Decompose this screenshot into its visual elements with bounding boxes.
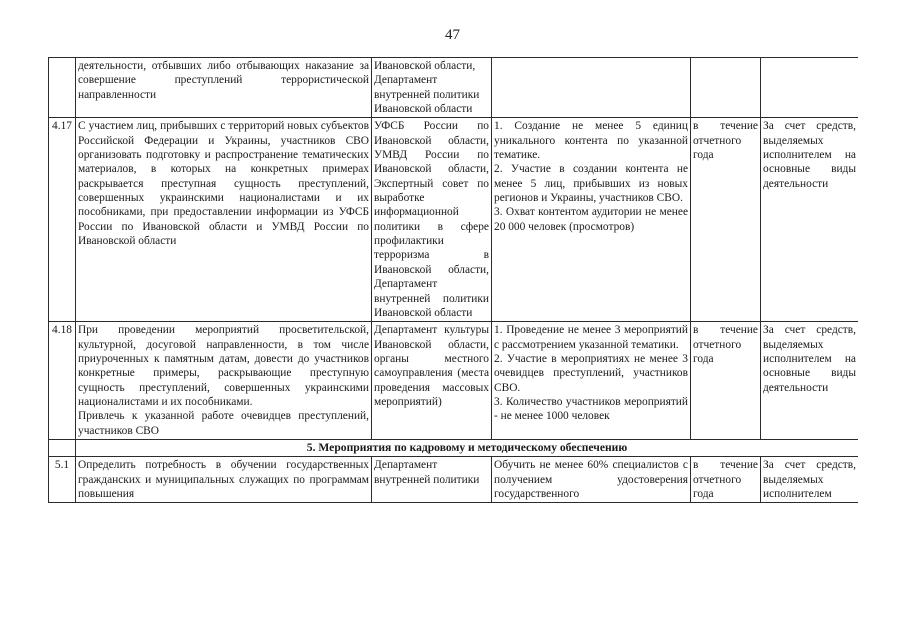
cell-number: 4.18 — [48, 321, 76, 440]
cell-term: в течение отчетного года — [690, 456, 761, 504]
cell-indicator: 1. Проведение не менее 3 мероприятий с р… — [491, 321, 691, 440]
table-container: деятельности, отбывших либо отбывающих н… — [48, 57, 858, 597]
cell-funding: За счет средств, выделяемых исполнителем — [760, 456, 858, 504]
cell-executor: Ивановской области, Департамент внутренн… — [371, 57, 492, 119]
cell-indicator — [491, 57, 691, 119]
cell-executor: УФСБ России по Ивановской области, УМВД … — [371, 117, 492, 323]
cell-term — [690, 57, 761, 119]
section-title: 5. Мероприятия по кадровому и методическ… — [75, 438, 858, 458]
cell-term: в течение отчетного года — [690, 117, 761, 323]
cell-measure: деятельности, отбывших либо отбывающих н… — [75, 57, 372, 119]
cell-funding: За счет средств, выделяемых исполнителем… — [760, 117, 858, 323]
cell-measure: С участием лиц, прибывших с территорий н… — [75, 117, 372, 323]
cell-number — [48, 57, 76, 119]
table-body: деятельности, отбывших либо отбывающих н… — [48, 57, 858, 504]
action-plan-table: деятельности, отбывших либо отбывающих н… — [48, 57, 858, 504]
cell-number-empty — [48, 438, 76, 458]
cell-measure: При проведении мероприятий просветительс… — [75, 321, 372, 440]
table-section-row: 5. Мероприятия по кадровому и методическ… — [48, 438, 858, 458]
table-row: 5.1 Определить потребность в обучении го… — [48, 456, 858, 504]
table-row: 4.17 С участием лиц, прибывших с террито… — [48, 117, 858, 323]
cell-executor: Департамент внутренней политики — [371, 456, 492, 504]
cell-number: 4.17 — [48, 117, 76, 323]
cell-funding: За счет средств, выделяемых исполнителем… — [760, 321, 858, 440]
table-row: деятельности, отбывших либо отбывающих н… — [48, 57, 858, 119]
cell-funding — [760, 57, 858, 119]
cell-executor: Департамент культуры Ивановской области,… — [371, 321, 492, 440]
cell-number: 5.1 — [48, 456, 76, 504]
cell-indicator: 1. Создание не менее 5 единиц уникальног… — [491, 117, 691, 323]
cell-term: в течение отчетного года — [690, 321, 761, 440]
table-row: 4.18 При проведении мероприятий просвети… — [48, 321, 858, 440]
page-number: 47 — [445, 27, 460, 43]
cell-indicator: Обучить не менее 60% специалистов с полу… — [491, 456, 691, 504]
cell-measure: Определить потребность в обучении госуда… — [75, 456, 372, 504]
